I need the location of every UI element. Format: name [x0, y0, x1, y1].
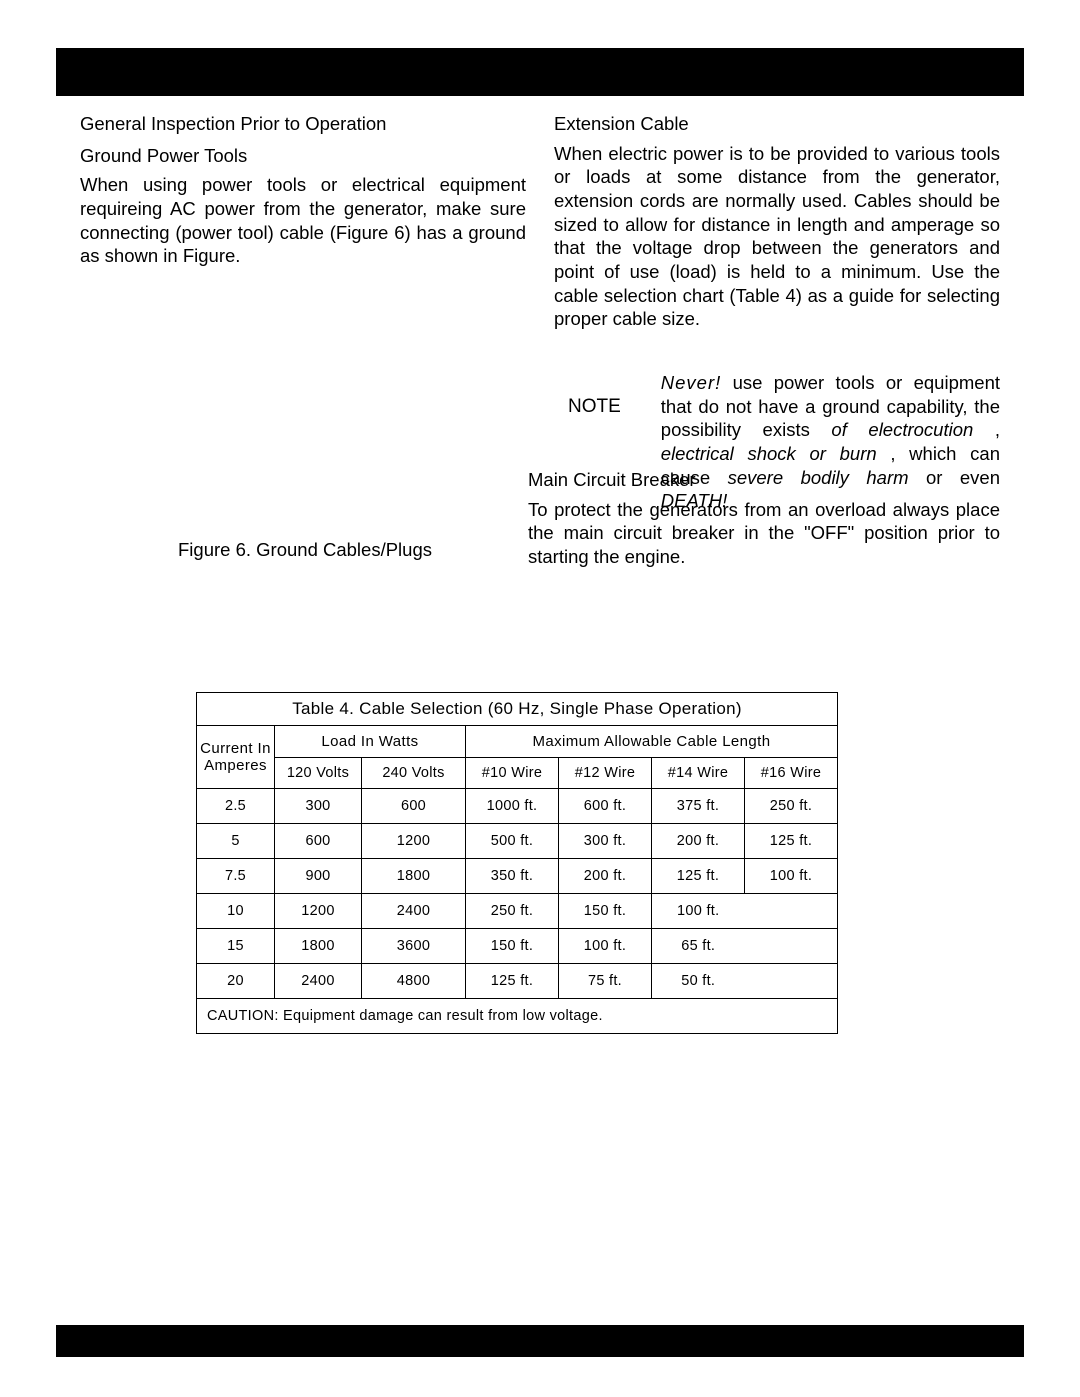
cell-w12: 600 ft. — [559, 789, 652, 824]
note-ital1: of electrocution — [831, 419, 973, 440]
cell-120v: 900 — [275, 859, 362, 894]
cell-w14: 50 ft. — [652, 964, 745, 999]
right-heading: Extension Cable — [554, 112, 1000, 136]
table-title: Table 4. Cable Selection (60 Hz, Single … — [197, 693, 838, 726]
sub-w14: #14 Wire — [652, 758, 745, 789]
note-t2: , — [973, 419, 1000, 440]
cell-w14: 200 ft. — [652, 824, 745, 859]
cell-w14: 65 ft. — [652, 929, 745, 964]
cell-w14: 375 ft. — [652, 789, 745, 824]
cell-w12: 150 ft. — [559, 894, 652, 929]
table-row: 2.5 300 600 1000 ft. 600 ft. 375 ft. 250… — [197, 789, 838, 824]
cell-120v: 2400 — [275, 964, 362, 999]
cell-w12: 75 ft. — [559, 964, 652, 999]
cell-120v: 300 — [275, 789, 362, 824]
figure-caption: Figure 6. Ground Cables/Plugs — [178, 539, 432, 561]
cell-w10: 250 ft. — [466, 894, 559, 929]
table-row: 7.5 900 1800 350 ft. 200 ft. 125 ft. 100… — [197, 859, 838, 894]
cell-w12: 200 ft. — [559, 859, 652, 894]
cell-120v: 600 — [275, 824, 362, 859]
right-body: When electric power is to be provided to… — [554, 142, 1000, 331]
bottom-black-bar — [56, 1325, 1024, 1357]
cell-240v: 4800 — [362, 964, 466, 999]
cell-w16 — [745, 964, 838, 999]
mcb-body: To protect the generators from an overlo… — [528, 498, 1000, 569]
note-ital2: electrical shock or burn — [661, 443, 877, 464]
table-caution: CAUTION: Equipment damage can result fro… — [197, 999, 838, 1034]
cell-240v: 1800 — [362, 859, 466, 894]
cell-w10: 1000 ft. — [466, 789, 559, 824]
sub-120v: 120 Volts — [275, 758, 362, 789]
cell-amps: 5 — [197, 824, 275, 859]
cell-w16 — [745, 929, 838, 964]
cell-w16: 100 ft. — [745, 859, 838, 894]
cell-w12: 300 ft. — [559, 824, 652, 859]
two-column-content: General Inspection Prior to Operation Gr… — [80, 112, 1000, 513]
left-column: General Inspection Prior to Operation Gr… — [80, 112, 526, 513]
table-row: 5 600 1200 500 ft. 300 ft. 200 ft. 125 f… — [197, 824, 838, 859]
note-label: NOTE — [554, 371, 621, 419]
cell-w10: 350 ft. — [466, 859, 559, 894]
note-never: Never! — [661, 372, 722, 393]
cell-w10: 150 ft. — [466, 929, 559, 964]
cell-240v: 3600 — [362, 929, 466, 964]
cell-120v: 1800 — [275, 929, 362, 964]
left-heading: General Inspection Prior to Operation — [80, 112, 526, 136]
cable-selection-table-wrap: Table 4. Cable Selection (60 Hz, Single … — [196, 692, 838, 1034]
cell-240v: 600 — [362, 789, 466, 824]
cell-amps: 20 — [197, 964, 275, 999]
cell-w10: 500 ft. — [466, 824, 559, 859]
left-subheading: Ground Power Tools — [80, 142, 526, 168]
sub-w16: #16 Wire — [745, 758, 838, 789]
cell-w16: 125 ft. — [745, 824, 838, 859]
cell-w16: 250 ft. — [745, 789, 838, 824]
table-row: 15 1800 3600 150 ft. 100 ft. 65 ft. — [197, 929, 838, 964]
cell-240v: 1200 — [362, 824, 466, 859]
mcb-heading: Main Circuit Breaker — [528, 468, 1000, 492]
cable-selection-table: Table 4. Cable Selection (60 Hz, Single … — [196, 692, 838, 1034]
cell-amps: 10 — [197, 894, 275, 929]
cell-w10: 125 ft. — [466, 964, 559, 999]
cell-w16 — [745, 894, 838, 929]
hdr-current: Current In Amperes — [197, 726, 275, 789]
cell-amps: 15 — [197, 929, 275, 964]
sub-w12: #12 Wire — [559, 758, 652, 789]
left-body: When using power tools or electrical equ… — [80, 173, 526, 268]
cell-amps: 2.5 — [197, 789, 275, 824]
cell-w14: 100 ft. — [652, 894, 745, 929]
sub-w10: #10 Wire — [466, 758, 559, 789]
main-circuit-breaker-block: Main Circuit Breaker To protect the gene… — [528, 468, 1000, 569]
cell-240v: 2400 — [362, 894, 466, 929]
sub-240v: 240 Volts — [362, 758, 466, 789]
hdr-load: Load In Watts — [275, 726, 466, 758]
hdr-max: Maximum Allowable Cable Length — [466, 726, 838, 758]
cell-w14: 125 ft. — [652, 859, 745, 894]
cell-amps: 7.5 — [197, 859, 275, 894]
cell-120v: 1200 — [275, 894, 362, 929]
right-column: Extension Cable When electric power is t… — [554, 112, 1000, 513]
table-row: 20 2400 4800 125 ft. 75 ft. 50 ft. — [197, 964, 838, 999]
top-black-bar — [56, 48, 1024, 96]
cell-w12: 100 ft. — [559, 929, 652, 964]
table-row: 10 1200 2400 250 ft. 150 ft. 100 ft. — [197, 894, 838, 929]
